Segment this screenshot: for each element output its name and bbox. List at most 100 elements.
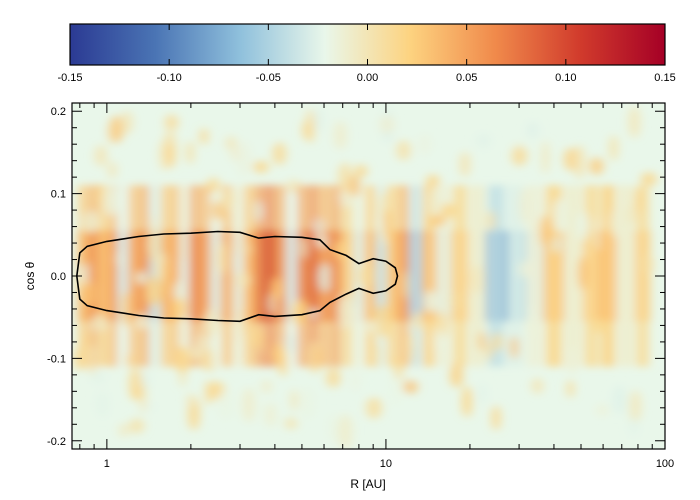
heatmap-blob — [278, 347, 288, 377]
heatmap-blob — [328, 412, 340, 444]
heatmap-blob — [175, 346, 191, 373]
heatmap-blob — [433, 327, 443, 355]
colorbar: -0.15 -0.10 -0.05 0.00 0.05 0.10 0.15 — [57, 23, 676, 84]
heatmap-blob — [257, 324, 265, 354]
heatmap-blob — [403, 380, 418, 394]
heatmap-blob — [96, 390, 109, 419]
plot-area: 1 10 100 0.2 0.1 0.0 -0.1 -0.2 — [47, 102, 674, 470]
heatmap-blob — [234, 251, 242, 276]
colorbar-gradient — [70, 24, 665, 65]
heatmap-blob — [491, 405, 501, 431]
heatmap-blob — [306, 108, 315, 144]
heatmap-blob — [118, 423, 130, 438]
y-tick-label: -0.2 — [47, 436, 66, 448]
heatmap-blob — [290, 389, 298, 411]
heatmap-band-halo — [387, 185, 397, 367]
heatmap-blob — [366, 397, 382, 419]
heatmap-blob — [338, 414, 353, 449]
colorbar-tick-label: 0.15 — [654, 72, 675, 84]
heatmap-blob — [314, 107, 324, 133]
heatmap-blob — [285, 417, 297, 430]
heatmap-blob — [232, 327, 245, 345]
heatmap-band-halo — [233, 185, 243, 367]
heatmap-blob — [85, 280, 96, 307]
heatmap-band-halo — [423, 185, 435, 367]
heatmap-blob — [539, 215, 552, 248]
heatmap-blob — [204, 308, 220, 336]
heatmap-band-halo — [308, 185, 318, 367]
heatmap-blob — [186, 393, 197, 407]
heatmap-blob — [643, 253, 654, 275]
heatmap-blob — [315, 218, 323, 238]
heatmap-blob — [525, 306, 537, 340]
heatmap-blob — [107, 161, 117, 179]
heatmap-blob — [253, 160, 269, 174]
heatmap-blob — [237, 272, 250, 288]
heatmap-blob — [441, 203, 454, 219]
y-axis-label: cos θ — [23, 261, 37, 290]
heatmap-blob — [126, 353, 134, 368]
heatmap-blob — [459, 151, 470, 178]
heatmap-blob — [394, 357, 404, 380]
colorbar-ticks: -0.15 -0.10 -0.05 0.00 0.05 0.10 0.15 — [57, 24, 676, 84]
x-axis-ticks: 1 10 100 — [79, 103, 674, 470]
y-tick-label: -0.1 — [47, 353, 66, 365]
heatmap-band-halo — [410, 185, 421, 367]
heatmap-band-halo — [342, 185, 353, 367]
colorbar-tick-label: -0.05 — [256, 72, 281, 84]
heatmap-band-halo — [618, 185, 634, 367]
heatmap-blob — [245, 242, 253, 255]
x-tick-label: 1 — [104, 458, 110, 470]
heatmap-blob — [261, 379, 272, 394]
heatmap-blob — [179, 257, 188, 286]
heatmap-blob — [326, 367, 341, 388]
heatmap-blob — [129, 367, 142, 401]
heatmap-blob — [402, 270, 409, 300]
heatmap-blob — [612, 384, 627, 415]
heatmap-blob — [116, 250, 126, 268]
heatmap-blob — [165, 114, 178, 131]
heatmap-blob — [640, 172, 657, 187]
heatmap-blob — [423, 290, 437, 313]
y-tick-label: 0.2 — [51, 106, 66, 118]
heatmap-blob — [388, 374, 403, 407]
heatmap-band-halo — [565, 185, 582, 367]
heatmap-band-halo — [129, 185, 138, 367]
heatmap-blob — [405, 330, 414, 366]
heatmap-blob — [368, 319, 377, 333]
heatmap-blob — [449, 362, 464, 388]
heatmap-blob — [511, 145, 528, 167]
heatmap-band-halo — [256, 185, 265, 367]
heatmap-blob — [195, 333, 209, 358]
heatmap-blob — [301, 386, 315, 420]
heatmap-blob — [109, 115, 124, 144]
heatmap-blob — [121, 110, 133, 135]
x-axis-label: R [AU] — [350, 477, 385, 491]
heatmap-blob — [176, 297, 187, 320]
heatmap-blob — [541, 140, 549, 175]
heatmap-blob — [629, 390, 642, 422]
heatmap-blob — [353, 305, 362, 324]
colorbar-tick-label: -0.10 — [157, 72, 182, 84]
heatmap-blob — [136, 271, 148, 285]
heatmap-band-halo — [108, 185, 117, 367]
heatmap-blob — [358, 263, 374, 288]
heatmap-blob — [333, 120, 347, 150]
heatmap-blob — [355, 164, 368, 178]
heatmap-blob — [145, 276, 162, 306]
heatmap-blob — [95, 183, 105, 207]
heatmap-band-halo — [601, 185, 615, 367]
heatmap-band-halo — [170, 185, 179, 367]
heatmap-blob — [431, 214, 446, 227]
heatmap-blob — [94, 144, 107, 167]
heatmap-blob — [103, 183, 118, 217]
heatmap-band-halo — [453, 185, 467, 367]
y-tick-label: 0.0 — [51, 271, 66, 283]
heatmap-blob — [140, 383, 147, 414]
heatmap-blob — [73, 347, 86, 371]
colorbar-tick-label: 0.00 — [357, 72, 378, 84]
heatmap-blob — [478, 331, 486, 351]
heatmap-blob — [129, 418, 145, 434]
heatmap-blob — [573, 144, 586, 180]
